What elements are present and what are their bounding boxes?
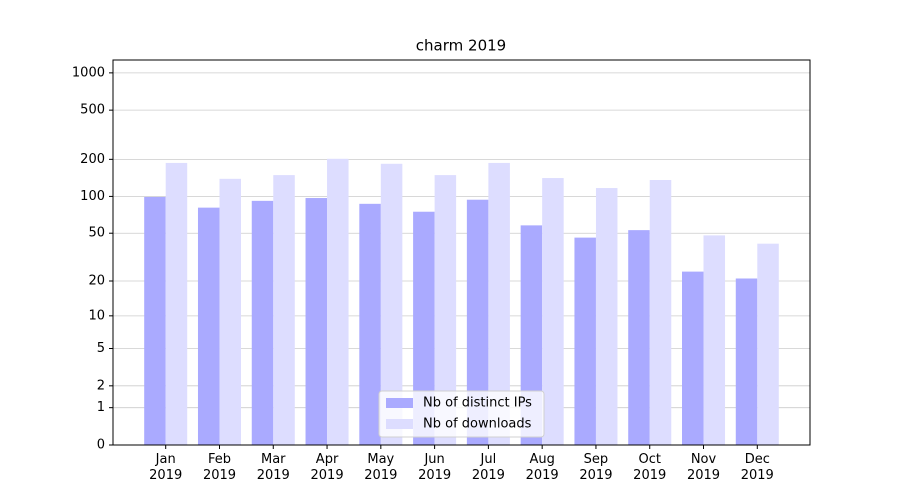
- bar: [327, 158, 349, 446]
- x-tick-label: Aug 2019: [525, 452, 559, 483]
- plot-frame: [112, 59, 811, 446]
- x-tick-label: Jan 2019: [149, 452, 183, 483]
- y-tick-label: 50: [88, 226, 105, 241]
- y-tick-label: 20: [88, 274, 105, 289]
- y-tick-label: 10: [88, 308, 105, 323]
- bar: [434, 175, 457, 445]
- y-tick-label: 5: [97, 341, 105, 356]
- y-tick-label: 2: [97, 378, 105, 393]
- legend-swatch: [386, 419, 413, 429]
- bar: [757, 243, 779, 445]
- y-tick-label: 1000: [72, 65, 105, 80]
- bar: [735, 278, 758, 445]
- bar: [682, 271, 704, 445]
- bar: [219, 178, 241, 446]
- bar: [703, 235, 726, 445]
- bar: [542, 178, 564, 446]
- bar: [251, 200, 274, 445]
- bar: [488, 162, 510, 445]
- bar: [380, 163, 403, 445]
- x-tick-label: Nov 2019: [686, 452, 721, 483]
- y-tick-label: 0: [97, 438, 105, 453]
- bar: [520, 225, 543, 445]
- x-tick-label: Oct 2019: [633, 452, 667, 483]
- bar: [165, 162, 188, 445]
- bar: [305, 198, 328, 445]
- bar: [649, 179, 672, 445]
- x-tick-label: Sep 2019: [579, 452, 613, 483]
- x-tick-label: Dec 2019: [740, 452, 774, 483]
- x-tick-label: Jun 2019: [418, 452, 452, 483]
- y-tick-label: 1: [97, 400, 105, 415]
- x-tick-label: Feb 2019: [202, 452, 237, 483]
- y-tick-label: 500: [80, 103, 105, 118]
- legend-box: [378, 390, 545, 438]
- y-tick-label: 200: [80, 152, 105, 167]
- chart-title: charm 2019: [416, 37, 506, 55]
- x-tick-label: May 2019: [364, 452, 398, 483]
- bar: [197, 207, 220, 445]
- x-tick-label: Jul 2019: [471, 452, 505, 483]
- legend: Nb of distinct IPs Nb of downloads: [378, 390, 545, 438]
- legend-swatch: [386, 398, 413, 408]
- x-tick-label: Mar 2019: [256, 452, 290, 483]
- bar: [628, 230, 650, 445]
- bar: [466, 199, 489, 445]
- bar: [595, 188, 618, 445]
- bar: [413, 211, 435, 445]
- bar: [359, 203, 381, 445]
- legend-label: Nb of distinct IPs: [423, 396, 532, 411]
- x-tick-label: Apr 2019: [310, 452, 344, 483]
- bar: [574, 237, 596, 445]
- y-tick-label: 100: [80, 189, 105, 204]
- bar: [273, 175, 295, 445]
- bar: [144, 196, 166, 445]
- legend-label: Nb of downloads: [423, 417, 532, 432]
